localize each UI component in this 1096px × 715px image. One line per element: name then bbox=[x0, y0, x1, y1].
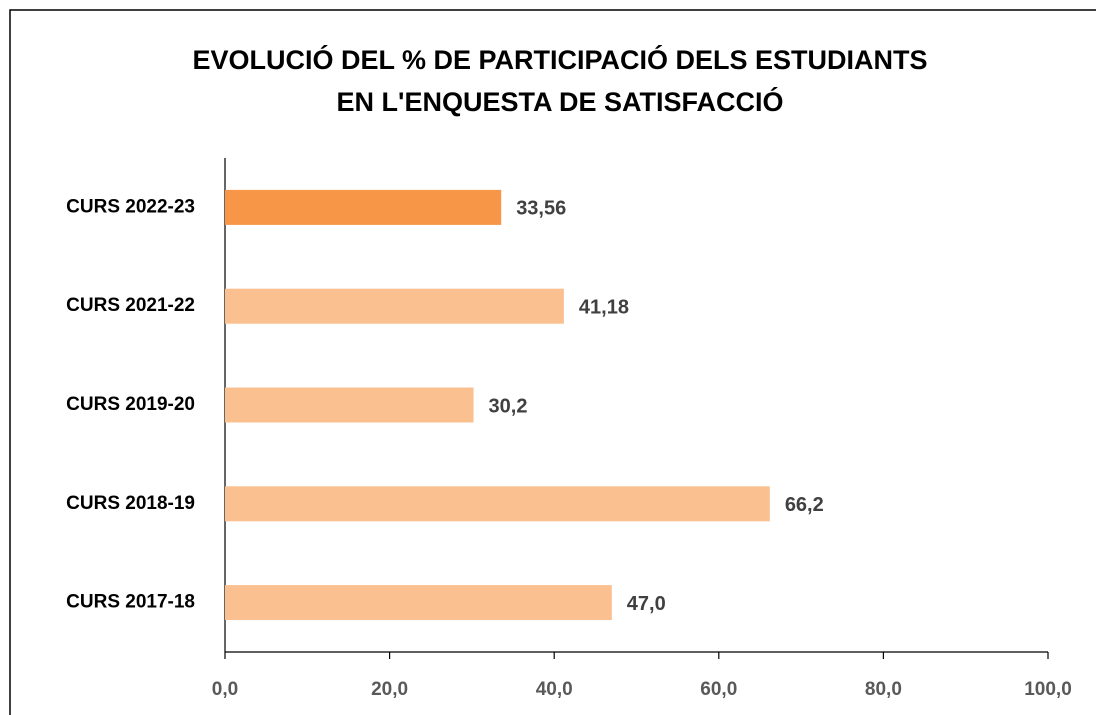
y-tick-label: CURS 2018-19 bbox=[66, 493, 195, 514]
bar bbox=[225, 486, 770, 522]
value-label: 47,0 bbox=[627, 593, 666, 615]
value-label: 33,56 bbox=[516, 198, 566, 220]
x-tick-label: 100,0 bbox=[1024, 679, 1072, 700]
x-tick-label: 80,0 bbox=[865, 679, 902, 700]
y-tick-label: CURS 2017-18 bbox=[66, 592, 195, 613]
y-tick-label: CURS 2019-20 bbox=[66, 394, 195, 415]
value-label: 66,2 bbox=[785, 494, 824, 516]
x-tick-label: 20,0 bbox=[371, 679, 408, 700]
chart-title: EN L'ENQUESTA DE SATISFACCIÓ bbox=[337, 86, 784, 117]
bar bbox=[225, 387, 474, 423]
value-label: 30,2 bbox=[489, 395, 528, 417]
x-tick-label: 0,0 bbox=[212, 679, 238, 700]
bar bbox=[225, 189, 502, 225]
x-tick-label: 40,0 bbox=[536, 679, 573, 700]
y-tick-label: CURS 2022-23 bbox=[66, 196, 195, 217]
y-tick-label: CURS 2021-22 bbox=[66, 295, 195, 316]
bar bbox=[225, 585, 612, 621]
value-label: 41,18 bbox=[579, 296, 629, 318]
bar bbox=[225, 288, 564, 324]
chart-title: EVOLUCIÓ DEL % DE PARTICIPACIÓ DELS ESTU… bbox=[192, 44, 927, 75]
x-tick-label: 60,0 bbox=[700, 679, 737, 700]
